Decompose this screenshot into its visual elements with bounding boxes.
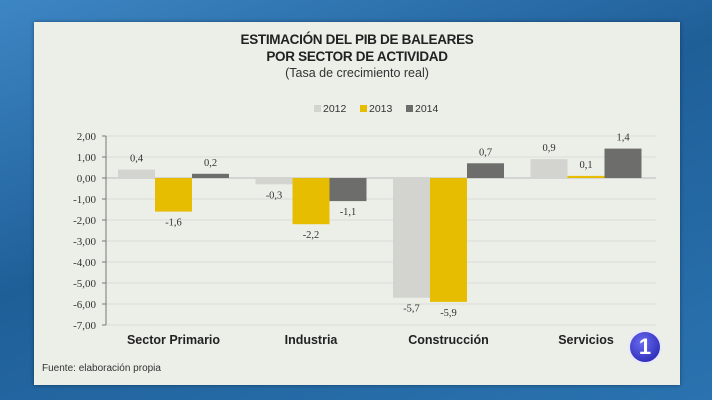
data-label: -0,3	[266, 190, 283, 201]
bar-2013	[292, 178, 330, 225]
y-tick-label: -7,00	[73, 320, 96, 332]
y-tick-label: -1,00	[73, 194, 96, 206]
bar-2014	[604, 148, 642, 178]
data-label: 0,4	[130, 154, 144, 165]
data-label: 0,1	[579, 160, 592, 171]
data-label: -1,1	[340, 207, 357, 218]
data-label: -5,9	[440, 308, 457, 319]
bar-2014	[329, 178, 367, 202]
y-tick-label: -2,00	[73, 215, 96, 227]
y-tick-label: -3,00	[73, 236, 96, 248]
y-tick-label: 1,00	[77, 152, 97, 164]
data-label: 0,2	[204, 158, 217, 169]
bar-2013	[430, 178, 467, 302]
bar-2014	[467, 163, 504, 178]
tve-1-logo: 1	[628, 330, 662, 364]
data-label: -5,7	[403, 304, 420, 315]
y-tick-label: -4,00	[73, 257, 96, 269]
legend-label: 2014	[415, 103, 439, 115]
y-tick-label: 2,00	[77, 131, 97, 143]
bar-2012	[255, 178, 293, 185]
bar-2012	[530, 159, 568, 178]
y-tick-label: 0,00	[77, 173, 97, 185]
legend-label: 2012	[323, 103, 347, 115]
data-label: -1,6	[165, 218, 182, 229]
bar-2012	[393, 178, 430, 298]
bar-2013	[567, 175, 605, 178]
logo-text: 1	[638, 334, 652, 359]
bar-chart: 2,00 1,00 0,00 -1,00 -2,00 -3,00 -4,00 -5,00 -6,…	[73, 103, 656, 347]
source-note: Fuente: elaboración propia	[42, 363, 161, 374]
data-label: 1,4	[616, 133, 630, 144]
chart-title-line2: POR SECTOR DE ACTIVIDAD	[266, 49, 448, 64]
category-label: Sector Primario	[127, 333, 220, 347]
y-tick-label: -6,00	[73, 299, 96, 311]
legend-swatch-2014	[406, 105, 413, 112]
data-label: 0,9	[542, 143, 555, 154]
data-label: -2,2	[303, 230, 320, 241]
bar-2012	[118, 169, 155, 178]
bar-2014	[192, 173, 229, 178]
legend-swatch-2012	[314, 105, 321, 112]
category-label: Construcción	[408, 333, 489, 347]
bar-2013	[155, 178, 192, 212]
y-tick-label: -5,00	[73, 278, 96, 290]
chart-panel: ESTIMACIÓN DEL PIB DE BALEARES POR SECTO…	[34, 22, 680, 385]
category-label: Servicios	[558, 333, 614, 347]
chart-subtitle: (Tasa de crecimiento real)	[285, 66, 429, 80]
data-label: 0,7	[479, 147, 492, 158]
chart-title: ESTIMACIÓN DEL PIB DE BALEARES	[240, 32, 474, 47]
category-label: Industria	[285, 333, 339, 347]
legend-label: 2013	[369, 103, 393, 115]
legend-swatch-2013	[360, 105, 367, 112]
